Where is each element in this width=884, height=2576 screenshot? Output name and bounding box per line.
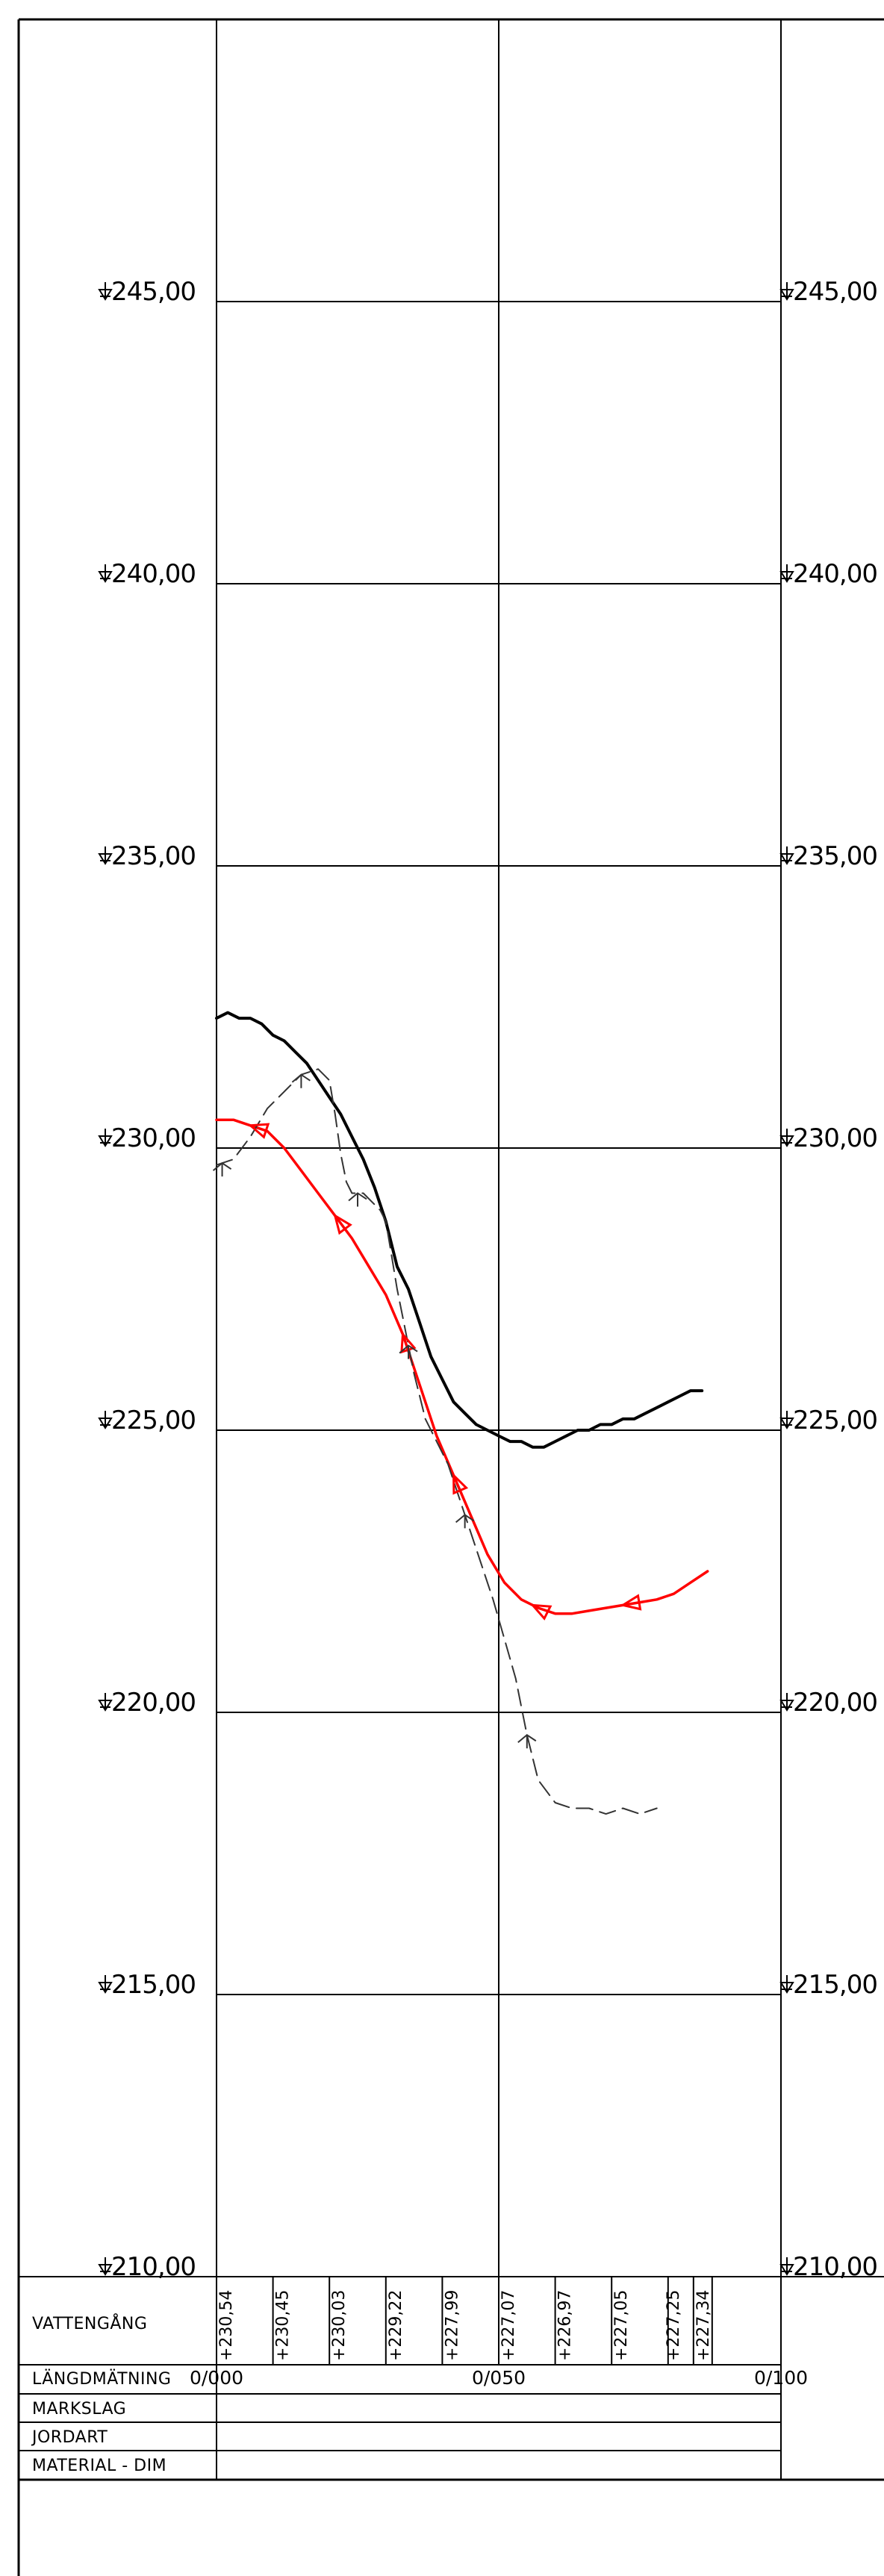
vattengang-value: +229,22 bbox=[387, 2290, 405, 2361]
station-label: 0/050 bbox=[472, 2367, 526, 2389]
elevation-symbol-icon bbox=[98, 282, 113, 301]
elevation-label-left: 235,00 bbox=[111, 841, 196, 871]
profile-series bbox=[215, 1011, 709, 1815]
elevation-label-right: 230,00 bbox=[793, 1123, 877, 1153]
bottom-tick-icon bbox=[212, 1161, 232, 1177]
flow-arrow-icon bbox=[333, 1213, 352, 1235]
row-label-vattengang: VATTENGÅNG bbox=[32, 2313, 147, 2333]
flow-arrow-icon bbox=[452, 1472, 469, 1495]
elevation-symbol-icon bbox=[98, 846, 113, 865]
water-line-series bbox=[215, 1118, 709, 1615]
vattengang-value: +227,34 bbox=[694, 2290, 713, 2361]
elevation-label-right: 215,00 bbox=[793, 1970, 877, 2000]
elevation-label-right: 240,00 bbox=[793, 559, 877, 589]
vattengang-value: +230,54 bbox=[217, 2290, 236, 2361]
elevation-label-right: 245,00 bbox=[793, 277, 877, 307]
elevation-labels: 245,00 245,00 240,00 240,00 235,00 235,00 230,… bbox=[98, 277, 878, 2282]
profile-markers bbox=[212, 1073, 642, 1749]
vattengang-value: +230,45 bbox=[274, 2290, 293, 2361]
bottom-tick-icon bbox=[455, 1514, 475, 1529]
elevation-label-left: 245,00 bbox=[111, 277, 196, 307]
elevation-symbol-icon bbox=[98, 1693, 113, 1712]
bottom-tick-icon bbox=[517, 1733, 537, 1749]
station-label: 0/100 bbox=[754, 2367, 808, 2389]
row-label-material-dim: MATERIAL - DIM bbox=[32, 2457, 166, 2475]
vattengang-value: +227,99 bbox=[443, 2290, 461, 2361]
bottom-tick-icon bbox=[348, 1192, 367, 1207]
elevation-label-left: 230,00 bbox=[111, 1123, 196, 1153]
terrain-series bbox=[215, 1011, 704, 1449]
row-label-langdmatning: LÄNGDMÄTNING bbox=[32, 2369, 171, 2389]
elevation-symbol-icon bbox=[98, 564, 113, 583]
station-label: 0/000 bbox=[190, 2367, 243, 2389]
elevation-label-right: 225,00 bbox=[793, 1406, 877, 1435]
elevation-symbol-icon bbox=[98, 2257, 113, 2276]
vattengang-value: +227,25 bbox=[664, 2290, 683, 2361]
vattengang-value: +227,05 bbox=[612, 2290, 631, 2361]
bottom-line-series bbox=[216, 1068, 658, 1815]
elevation-label-left: 225,00 bbox=[111, 1406, 196, 1435]
elevation-symbol-icon bbox=[779, 1129, 794, 1147]
flow-arrow-icon bbox=[620, 1594, 642, 1611]
bottom-tick-icon bbox=[291, 1073, 311, 1088]
profile-table: +230,54 +230,45 +230,03 +229,22 +227,99 +227,… bbox=[19, 2276, 884, 2475]
elevation-label-left: 220,00 bbox=[111, 1688, 196, 1718]
row-label-markslag: MARKSLAG bbox=[32, 2400, 126, 2418]
elevation-symbol-icon bbox=[779, 1411, 794, 1429]
elevation-symbol-icon bbox=[779, 1975, 794, 1994]
elevation-symbol-icon bbox=[779, 1693, 794, 1712]
elevation-symbol-icon bbox=[779, 564, 794, 583]
elevation-symbol-icon bbox=[98, 1129, 113, 1147]
vattengang-value: +227,07 bbox=[499, 2290, 518, 2361]
elevation-symbol-icon bbox=[98, 1975, 113, 1994]
elevation-symbol-icon bbox=[779, 282, 794, 301]
flow-arrow-icon bbox=[529, 1603, 552, 1621]
row-label-jordart: JORDART bbox=[31, 2428, 108, 2447]
elevation-label-right: 220,00 bbox=[793, 1688, 877, 1718]
vattengang-cells: +230,54 +230,45 +230,03 +229,22 +227,99 +227,… bbox=[216, 2277, 713, 2365]
elevation-gridlines bbox=[217, 301, 781, 1995]
elevation-symbol-icon bbox=[98, 1411, 113, 1429]
elevation-symbol-icon bbox=[779, 846, 794, 865]
elevation-label-left: 215,00 bbox=[111, 1970, 196, 2000]
elevation-symbol-icon bbox=[779, 2257, 794, 2276]
elevation-label-right: 235,00 bbox=[793, 841, 877, 871]
vattengang-value: +226,97 bbox=[556, 2290, 575, 2361]
vattengang-value: +230,03 bbox=[330, 2290, 349, 2361]
flow-arrow-icon bbox=[247, 1123, 270, 1139]
bottom-tick-icon bbox=[399, 1344, 418, 1359]
station-labels: 0/000 0/050 0/100 bbox=[190, 2367, 808, 2389]
elevation-label-left: 240,00 bbox=[111, 559, 196, 589]
